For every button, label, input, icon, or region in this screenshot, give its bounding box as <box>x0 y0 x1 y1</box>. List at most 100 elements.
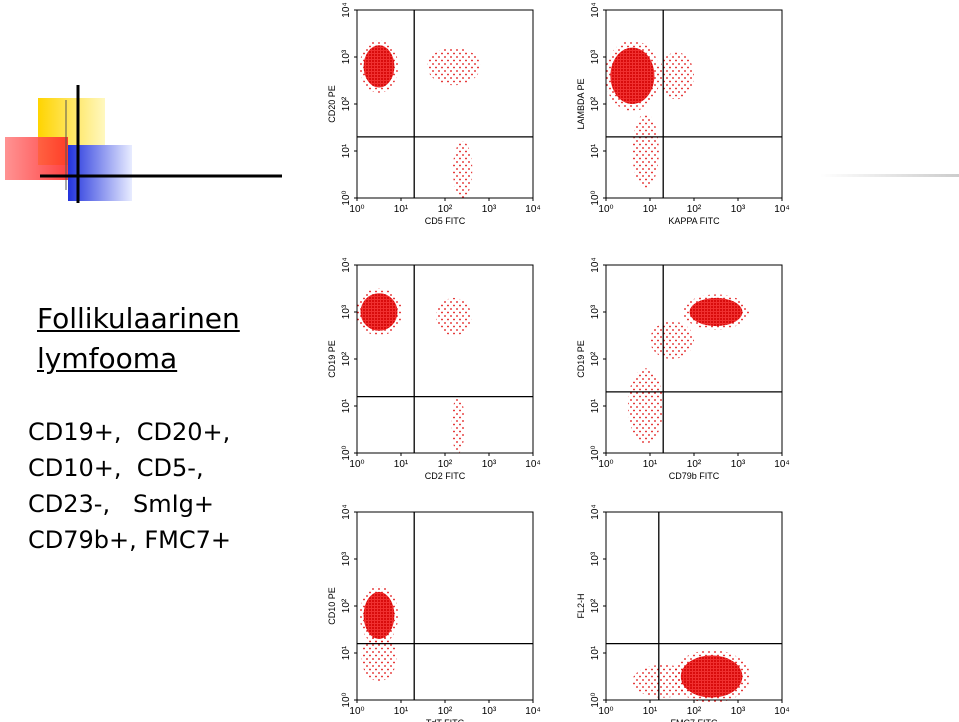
y-tick-label: 10⁴ <box>341 257 352 272</box>
x-tick-label: 10⁰ <box>349 204 364 215</box>
x-tick-label: 10² <box>687 459 702 470</box>
cell-cloud <box>360 293 398 331</box>
x-tick-label: 10¹ <box>394 706 409 717</box>
y-tick-label: 10⁰ <box>590 692 601 707</box>
marker-line: CD23-, SmIg+ <box>28 490 214 518</box>
y-tick-label: 10⁴ <box>341 2 352 17</box>
title-line: Follikulaarinen <box>37 302 240 335</box>
cell-cloud <box>628 368 664 444</box>
cell-cloud <box>361 634 397 682</box>
y-axis-label: CD10 PE <box>327 587 337 625</box>
x-tick-label: 10¹ <box>643 204 658 215</box>
y-tick-label: 10³ <box>590 551 601 566</box>
y-axis-label: CD20 PE <box>327 85 337 123</box>
cell-cloud <box>452 141 473 198</box>
y-tick-label: 10² <box>590 598 601 613</box>
x-tick-label: 10⁴ <box>774 706 789 717</box>
x-tick-label: 10³ <box>482 204 497 215</box>
y-tick-label: 10¹ <box>590 398 601 413</box>
x-tick-label: 10⁴ <box>774 204 789 215</box>
cell-cloud <box>650 321 694 360</box>
y-tick-label: 10¹ <box>341 645 352 660</box>
x-tick-label: 10² <box>438 459 453 470</box>
cell-cloud <box>680 655 743 698</box>
y-tick-label: 10⁴ <box>590 2 601 17</box>
x-axis-label: CD79b FITC <box>669 471 720 481</box>
y-tick-label: 10² <box>341 96 352 111</box>
y-axis-label: FL2-H <box>576 593 586 618</box>
y-tick-label: 10³ <box>341 551 352 566</box>
x-tick-label: 10⁰ <box>598 204 613 215</box>
x-axis-label: CD2 FITC <box>425 471 466 481</box>
y-tick-label: 10⁴ <box>590 504 601 519</box>
title-line: lymfooma <box>37 342 178 375</box>
marker-line: CD19+, CD20+, <box>28 418 231 446</box>
x-tick-label: 10² <box>438 706 453 717</box>
x-tick-label: 10⁴ <box>525 459 540 470</box>
cell-cloud <box>436 297 472 336</box>
cell-cloud <box>689 297 743 327</box>
x-tick-label: 10³ <box>731 204 746 215</box>
x-axis-label: KAPPA FITC <box>668 216 720 226</box>
x-tick-label: 10¹ <box>643 459 658 470</box>
y-tick-label: 10⁰ <box>341 445 352 460</box>
y-tick-label: 10⁰ <box>341 692 352 707</box>
x-tick-label: 10³ <box>731 459 746 470</box>
cell-cloud <box>427 47 481 86</box>
x-tick-label: 10² <box>687 706 702 717</box>
cell-cloud <box>363 591 395 639</box>
y-tick-label: 10² <box>590 351 601 366</box>
plot-frame <box>356 9 534 199</box>
y-tick-label: 10³ <box>341 304 352 319</box>
y-tick-label: 10¹ <box>341 143 352 158</box>
y-tick-label: 10² <box>341 351 352 366</box>
x-tick-label: 10¹ <box>394 459 409 470</box>
x-tick-label: 10³ <box>482 459 497 470</box>
decoration <box>5 85 959 203</box>
y-tick-label: 10³ <box>590 49 601 64</box>
x-tick-label: 10⁴ <box>525 706 540 717</box>
y-tick-label: 10⁰ <box>341 190 352 205</box>
y-tick-label: 10⁰ <box>590 190 601 205</box>
x-tick-label: 10¹ <box>643 706 658 717</box>
x-axis-label: CD5 FITC <box>425 216 466 226</box>
x-tick-label: 10³ <box>731 706 746 717</box>
cell-cloud <box>451 396 465 453</box>
x-tick-label: 10⁰ <box>349 706 364 717</box>
cell-cloud <box>610 47 655 104</box>
x-axis-label: TdT FITC <box>426 718 465 722</box>
marker-line: CD10+, CD5-, <box>28 454 204 482</box>
x-tick-label: 10⁴ <box>774 459 789 470</box>
y-tick-label: 10³ <box>590 304 601 319</box>
marker-line: CD79b+, FMC7+ <box>28 526 232 554</box>
y-tick-label: 10² <box>341 598 352 613</box>
x-tick-label: 10³ <box>482 706 497 717</box>
cell-cloud <box>632 664 694 698</box>
x-tick-label: 10⁰ <box>349 459 364 470</box>
y-tick-label: 10⁴ <box>590 257 601 272</box>
x-tick-label: 10⁰ <box>598 706 613 717</box>
cell-cloud <box>632 113 659 189</box>
y-tick-label: 10¹ <box>590 143 601 158</box>
x-tick-label: 10² <box>687 204 702 215</box>
x-axis-label: FMC7 FITC <box>671 718 718 722</box>
y-axis-label: LAMBDA PE <box>576 78 586 129</box>
y-tick-label: 10⁰ <box>590 445 601 460</box>
y-tick-label: 10² <box>590 96 601 111</box>
y-tick-label: 10³ <box>341 49 352 64</box>
y-axis-label: CD19 PE <box>327 340 337 378</box>
x-tick-label: 10⁴ <box>525 204 540 215</box>
cell-cloud <box>658 52 695 100</box>
y-tick-label: 10¹ <box>341 398 352 413</box>
x-tick-label: 10¹ <box>394 204 409 215</box>
cell-cloud <box>363 45 395 88</box>
y-tick-label: 10⁴ <box>341 504 352 519</box>
